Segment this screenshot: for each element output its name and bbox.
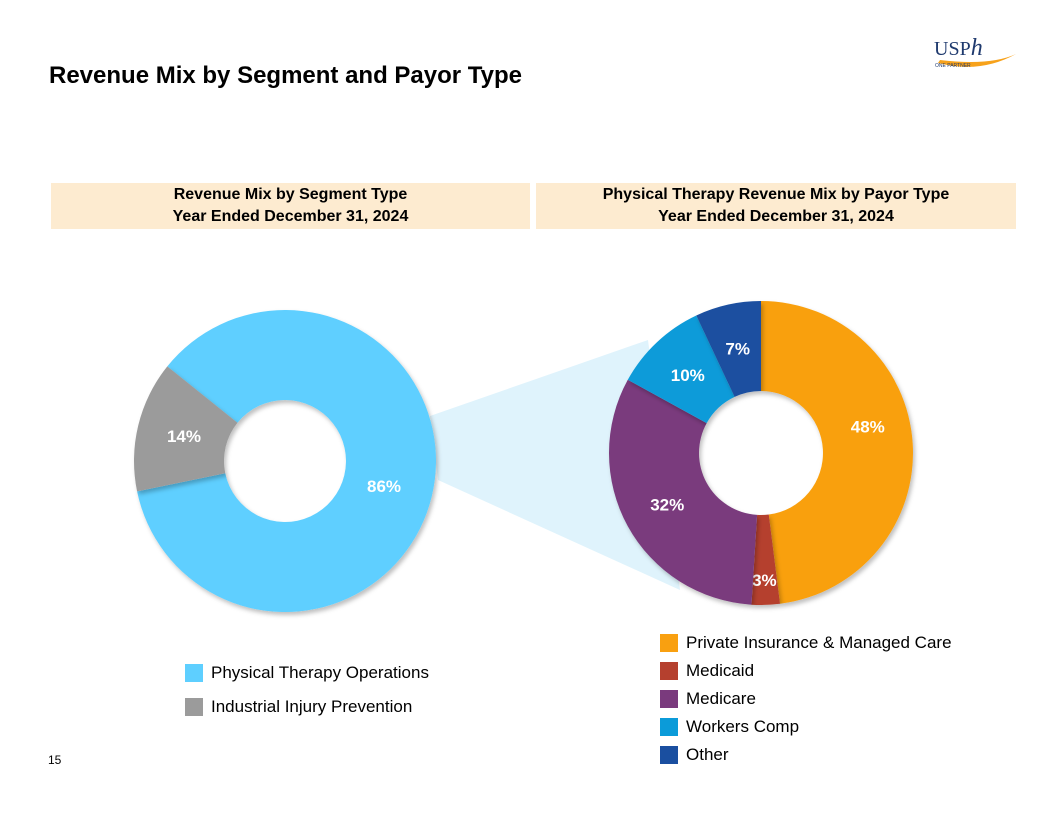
payor-chart-header: Physical Therapy Revenue Mix by Payor Ty…	[536, 183, 1016, 229]
legend-label: Medicaid	[686, 661, 755, 680]
segment-donut: 86% 14%	[134, 309, 436, 612]
donut-slice-other	[696, 301, 761, 397]
legend-swatch	[660, 662, 678, 680]
legend-label: Physical Therapy Operations	[211, 663, 429, 682]
page-number: 15	[48, 753, 62, 767]
page-title: Revenue Mix by Segment and Payor Type	[49, 62, 523, 89]
payor-legend: Private Insurance & Managed Care Medicai…	[660, 632, 1040, 772]
data-label-medicaid: 3%	[752, 571, 777, 590]
data-label-other: 7%	[725, 340, 750, 359]
callout-connector	[430, 340, 680, 590]
donut-slice-medicare	[608, 379, 758, 605]
data-label-private-insurance-managed-care: 48%	[851, 417, 885, 436]
legend-label: Private Insurance & Managed Care	[686, 633, 952, 652]
donut-slice-industrial-injury-prevention	[134, 366, 238, 492]
payor-donut: 48% 3% 32% 10% 7%	[608, 301, 914, 605]
legend-swatch	[660, 746, 678, 764]
segment-chart-header: Revenue Mix by Segment Type Year Ended D…	[51, 183, 530, 229]
donut-slice-private-insurance-managed-care	[761, 301, 914, 604]
payor-chart-title: Physical Therapy Revenue Mix by Payor Ty…	[602, 186, 950, 203]
donut-slice-physical-therapy-operations	[137, 309, 436, 612]
data-label-industrial-injury-prevention: 14%	[167, 427, 201, 446]
legend-label: Medicare	[686, 689, 756, 708]
legend-label: Workers Comp	[686, 717, 800, 736]
data-label-physical-therapy-operations: 86%	[367, 477, 401, 496]
legend-label: Other	[686, 745, 729, 764]
legend-swatch	[660, 718, 678, 736]
data-label-workers-comp: 10%	[671, 366, 705, 385]
legend-swatch	[185, 664, 203, 682]
data-label-medicare: 32%	[650, 496, 684, 515]
donut-slice-workers-comp	[627, 315, 735, 424]
segment-chart-title: Revenue Mix by Segment Type	[173, 186, 408, 203]
legend-swatch	[185, 698, 203, 716]
payor-chart-subtitle: Year Ended December 31, 2024	[658, 208, 894, 225]
legend-label: Industrial Injury Prevention	[211, 697, 413, 716]
legend-swatch	[660, 634, 678, 652]
svg-text:USPh: USPh	[934, 35, 983, 61]
company-logo: USPh ONE PARTNER	[934, 35, 1016, 69]
segment-chart-subtitle: Year Ended December 31, 2024	[172, 208, 409, 225]
donut-slice-medicaid	[751, 514, 781, 605]
svg-text:ONE PARTNER: ONE PARTNER	[935, 63, 971, 69]
legend-swatch	[660, 690, 678, 708]
segment-legend: Physical Therapy Operations Industrial I…	[185, 662, 505, 722]
